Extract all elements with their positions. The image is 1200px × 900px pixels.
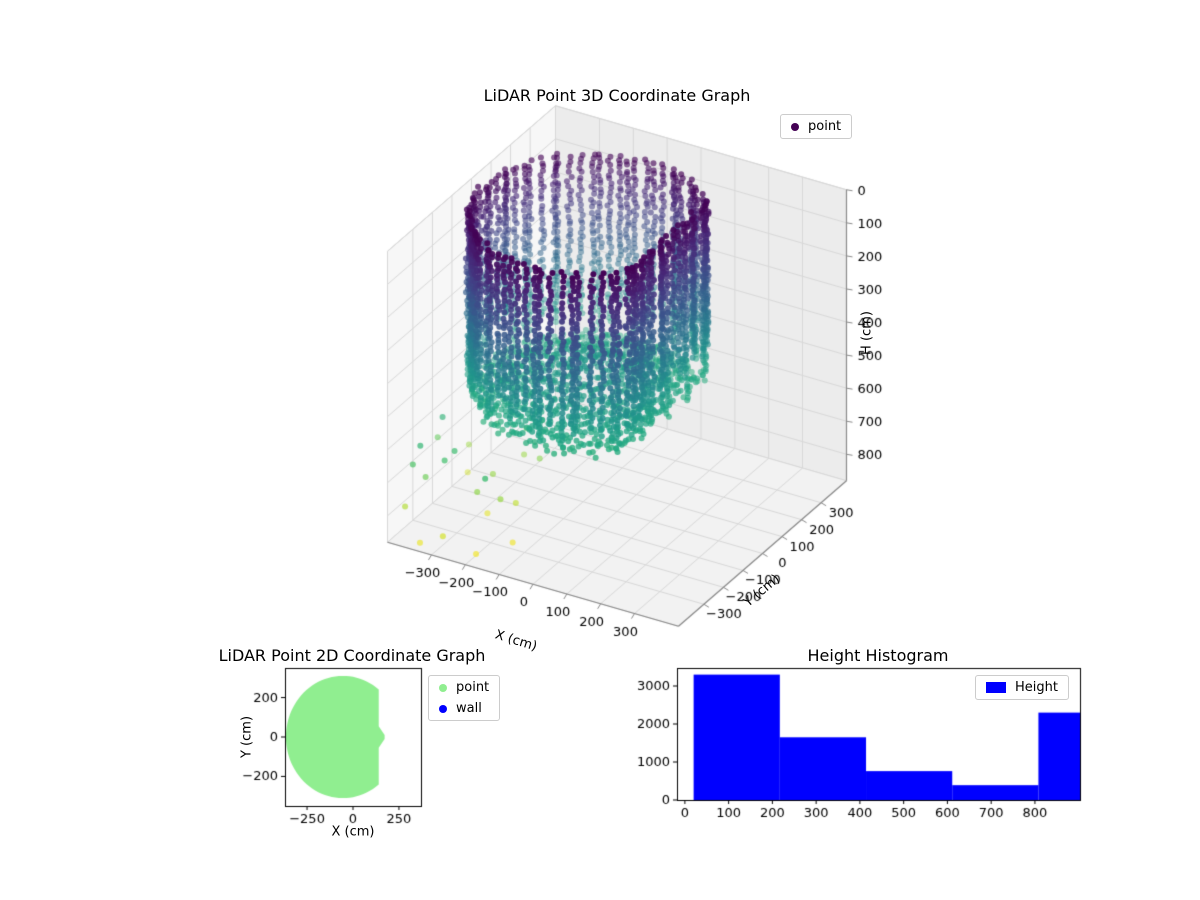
wall-marker-icon bbox=[439, 704, 447, 713]
legend-label: point bbox=[456, 680, 490, 695]
scatter2d-xaxis-label: X (cm) bbox=[331, 824, 375, 840]
legend-entry-height: Height bbox=[986, 680, 1058, 695]
scatter3d-legend: point bbox=[780, 114, 853, 139]
legend-entry-wall: wall bbox=[439, 701, 489, 716]
legend-label: point bbox=[808, 119, 842, 134]
scatter2d-legend: point wall bbox=[428, 675, 501, 721]
scatter2d-title: LiDAR Point 2D Coordinate Graph bbox=[218, 646, 486, 665]
scatter3d-zaxis-label: H (cm) bbox=[859, 311, 875, 355]
histogram-title: Height Histogram bbox=[807, 646, 949, 665]
histogram-legend: Height bbox=[975, 675, 1069, 700]
legend-entry-point: point bbox=[791, 119, 841, 134]
point-marker-icon bbox=[439, 683, 447, 692]
point-marker-icon bbox=[791, 122, 799, 131]
legend-entry-point: point bbox=[439, 680, 489, 695]
scatter2d-yaxis-label: Y (cm) bbox=[239, 715, 255, 759]
height-patch-icon bbox=[986, 682, 1006, 693]
scatter3d-title: LiDAR Point 3D Coordinate Graph bbox=[483, 86, 751, 105]
legend-label: Height bbox=[1015, 680, 1058, 695]
legend-label: wall bbox=[456, 701, 482, 716]
